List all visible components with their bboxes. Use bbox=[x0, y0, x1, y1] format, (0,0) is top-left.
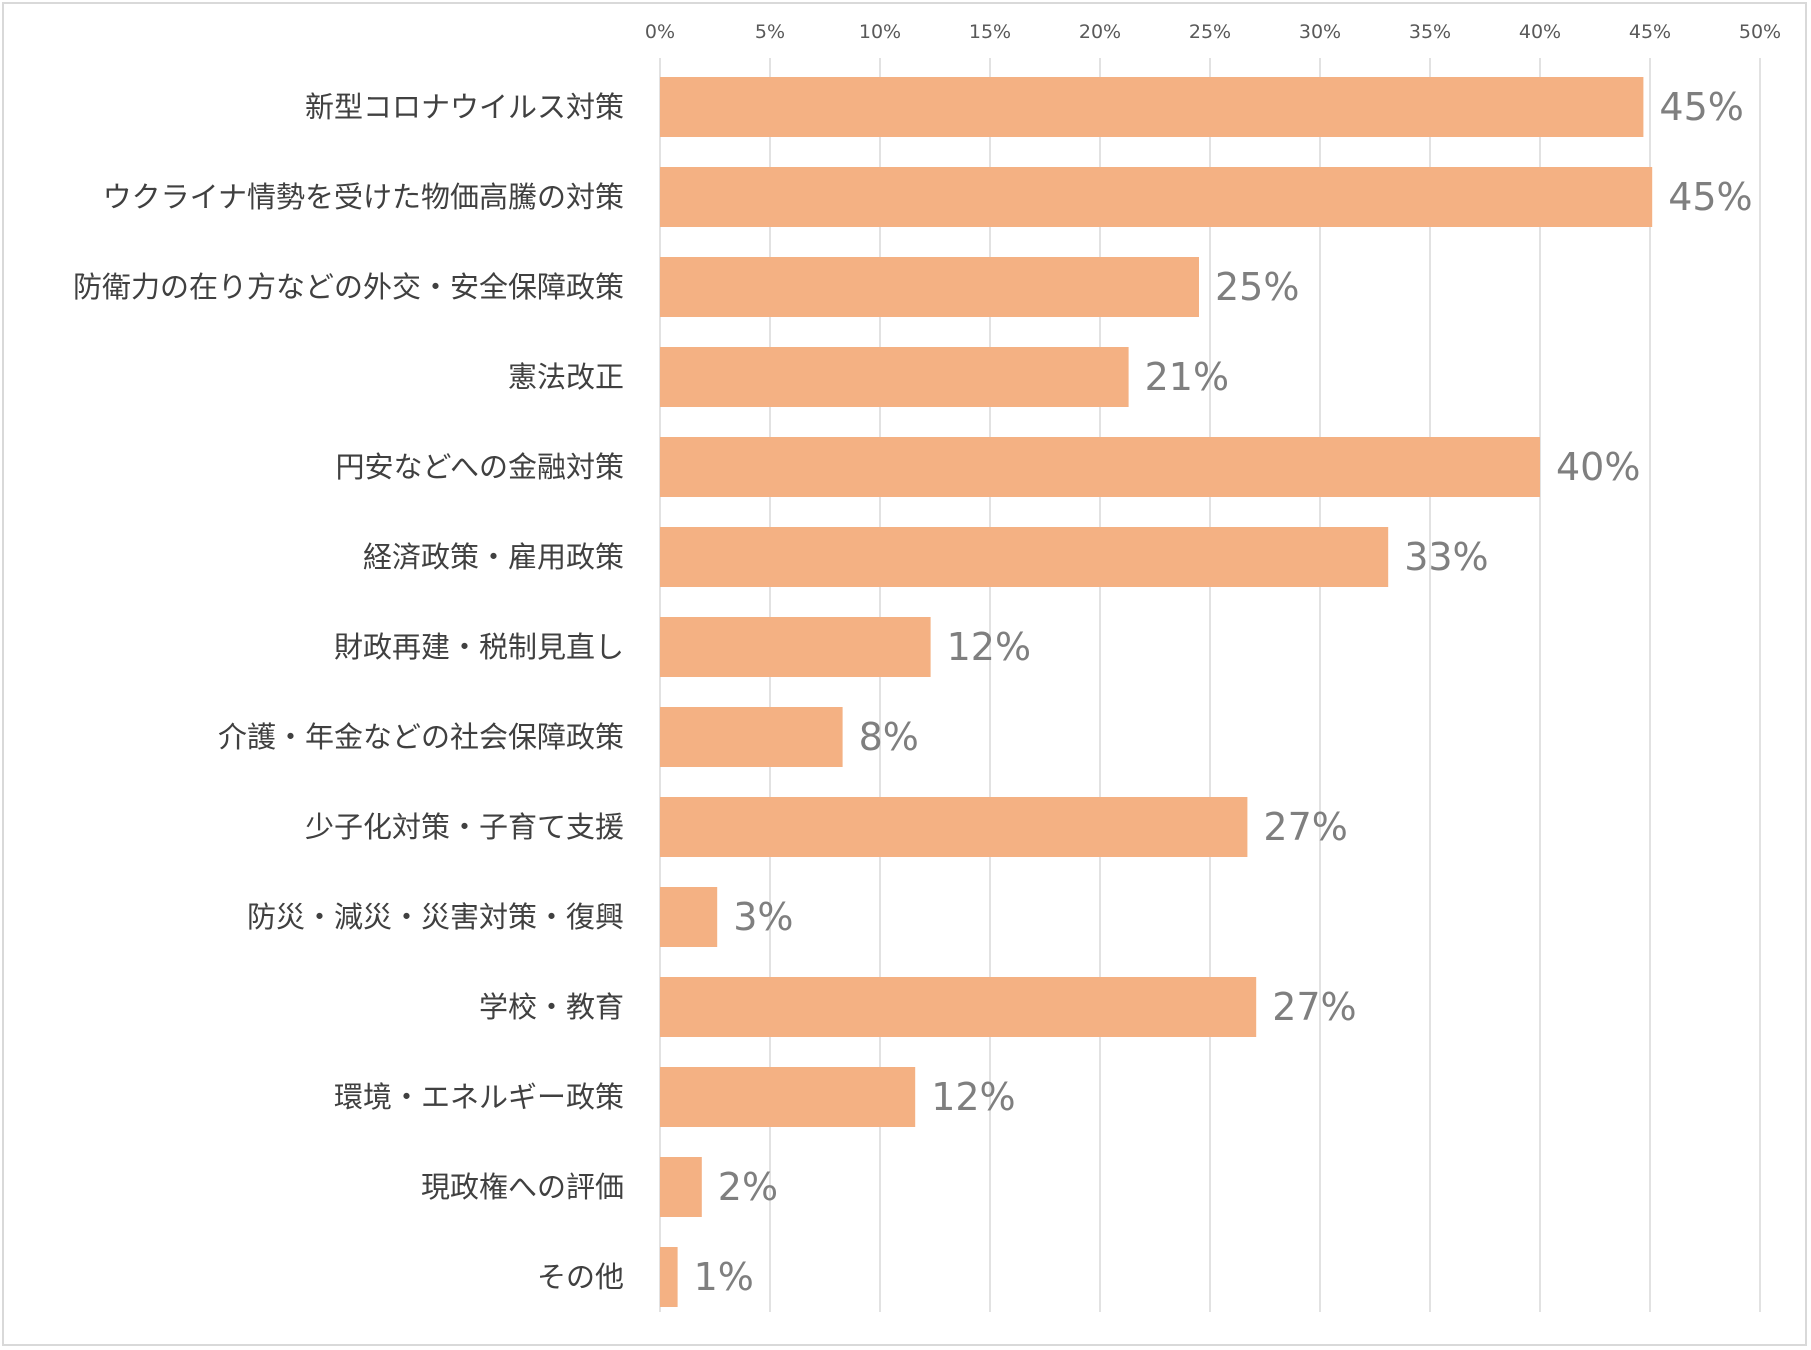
bar bbox=[660, 977, 1257, 1037]
x-tick-label: 30% bbox=[1299, 21, 1341, 43]
bar bbox=[660, 77, 1644, 137]
x-tick-label: 0% bbox=[645, 21, 675, 43]
category-label: 財政再建・税制見直し bbox=[334, 630, 624, 664]
bar bbox=[660, 887, 718, 947]
data-label: 8% bbox=[859, 715, 919, 759]
category-label: ウクライナ情勢を受けた物価高騰の対策 bbox=[103, 180, 624, 214]
x-tick-label: 10% bbox=[859, 21, 901, 43]
x-tick-label: 35% bbox=[1409, 21, 1451, 43]
value-labels: 45% 45% 25% 21% 40% 33% 12% 8% 27% 3% 27% 12% 2% 1% bbox=[694, 85, 1753, 1299]
data-label: 2% bbox=[718, 1165, 778, 1209]
data-label: 21% bbox=[1145, 355, 1229, 399]
category-label: 少子化対策・子育て支援 bbox=[305, 810, 624, 844]
data-label: 45% bbox=[1659, 85, 1743, 129]
category-label: 憲法改正 bbox=[508, 360, 624, 394]
data-label: 3% bbox=[733, 895, 793, 939]
category-label: 防災・減災・災害対策・復興 bbox=[247, 900, 624, 934]
bar bbox=[660, 437, 1540, 497]
data-label: 1% bbox=[694, 1255, 754, 1299]
category-label: 学校・教育 bbox=[479, 990, 624, 1024]
bar bbox=[660, 1247, 678, 1307]
x-tick-label: 40% bbox=[1519, 21, 1561, 43]
gridlines bbox=[769, 58, 1761, 1312]
bar bbox=[660, 167, 1653, 227]
bar bbox=[660, 617, 931, 677]
x-tick-label: 15% bbox=[969, 21, 1011, 43]
data-label: 45% bbox=[1668, 175, 1752, 219]
data-label: 12% bbox=[931, 1075, 1015, 1119]
bar bbox=[660, 527, 1389, 587]
bar bbox=[660, 797, 1248, 857]
category-label: 現政権への評価 bbox=[421, 1170, 624, 1204]
data-label: 27% bbox=[1263, 805, 1347, 849]
x-tick-label: 20% bbox=[1079, 21, 1121, 43]
data-label: 12% bbox=[947, 625, 1031, 669]
x-tick-label: 25% bbox=[1189, 21, 1231, 43]
bar bbox=[660, 257, 1199, 317]
x-axis-ticks: 0% 5% 10% 15% 20% 25% 30% 35% 40% 45% 50% bbox=[645, 21, 1781, 43]
x-tick-label: 5% bbox=[755, 21, 785, 43]
data-label: 33% bbox=[1404, 535, 1488, 579]
bar bbox=[660, 1157, 702, 1217]
category-label: 新型コロナウイルス対策 bbox=[305, 90, 624, 124]
category-label: 介護・年金などの社会保障政策 bbox=[218, 720, 624, 754]
x-tick-label: 50% bbox=[1739, 21, 1781, 43]
x-tick-label: 45% bbox=[1629, 21, 1671, 43]
data-label: 25% bbox=[1215, 265, 1299, 309]
category-label: 経済政策・雇用政策 bbox=[363, 540, 624, 574]
bar bbox=[660, 1067, 916, 1127]
category-label: 防衛力の在り方などの外交・安全保障政策 bbox=[73, 270, 624, 304]
category-label: 環境・エネルギー政策 bbox=[334, 1080, 624, 1114]
category-label: 円安などへの金融対策 bbox=[335, 450, 624, 484]
category-labels: 新型コロナウイルス対策ウクライナ情勢を受けた物価高騰の対策防衛力の在り方などの外… bbox=[73, 90, 624, 1294]
bar bbox=[660, 707, 843, 767]
bars bbox=[660, 77, 1653, 1307]
data-label: 40% bbox=[1556, 445, 1640, 489]
bar bbox=[660, 347, 1129, 407]
data-label: 27% bbox=[1272, 985, 1356, 1029]
category-label: その他 bbox=[537, 1260, 624, 1294]
